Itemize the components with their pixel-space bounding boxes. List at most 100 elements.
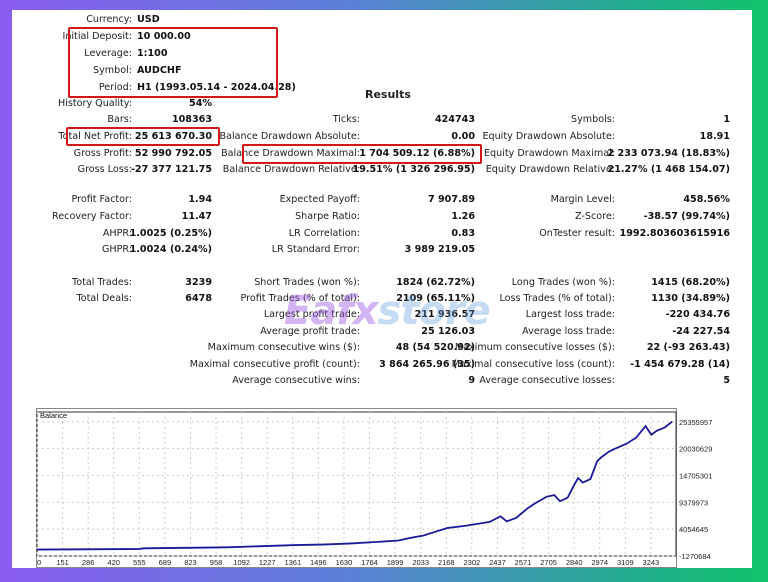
stat-value: 18.91 [699,131,730,142]
stat-label: Equity Drawdown Maximal: [483,148,615,159]
stat-value: H1 (1993.05.14 - 2024.04.28) [137,82,296,93]
x-tick-label: 286 [82,558,95,567]
stat-label: Balance Drawdown Relative: [222,164,360,175]
y-tick-label: -1270684 [679,552,711,561]
stat-label: Leverage: [84,48,132,59]
stat-label: LR Correlation: [288,228,360,239]
stat-label: History Quality: [58,98,132,109]
stat-value: 0.00 [451,131,475,142]
stat-label: Currency: [86,14,132,25]
x-tick-label: 3243 [643,558,660,567]
x-tick-label: 2033 [412,558,429,567]
stat-label: Average consecutive wins: [232,375,360,386]
stat-value: 3239 [185,277,212,288]
stat-value: -27 377 121.75 [130,164,212,175]
stat-label: Balance Drawdown Maximal: [221,148,360,159]
stat-value: 424743 [434,114,475,125]
stat-label: Short Trades (won %): [254,277,360,288]
stat-label: Largest loss trade: [525,309,615,320]
stat-label: Total Deals: [76,293,132,304]
x-tick-label: 151 [56,558,69,567]
stat-label: Z-Score: [575,211,615,222]
chart-title: Balance [40,411,67,420]
stat-value: 25 613 670.30 [134,131,212,142]
stat-label: Maximal consecutive profit (count): [189,359,360,370]
stat-value: 1 704 509.12 (6.88%) [359,148,475,159]
stat-value: 1.0025 (0.25%) [129,228,212,239]
stat-label: Maximal consecutive loss (count): [451,359,615,370]
stat-label: Gross Profit: [73,148,132,159]
balance-line [36,420,673,551]
stat-value: 11.47 [181,211,212,222]
stat-label: Long Trades (won %): [511,277,615,288]
stat-value: 1.94 [188,194,212,205]
x-tick-label: 0 [37,558,41,567]
highlight-box-settings [68,27,278,98]
stat-value: -220 434.76 [665,309,730,320]
stat-label: Gross Loss: [77,164,132,175]
stat-label: Loss Trades (% of total): [499,293,615,304]
x-tick-label: 2840 [566,558,583,567]
x-tick-label: 1899 [387,558,404,567]
stat-label: LR Standard Error: [271,244,360,255]
x-tick-label: 1764 [361,558,378,567]
stat-value: 5 [723,375,730,386]
x-tick-label: 1630 [336,558,353,567]
stat-label: Average consecutive losses: [479,375,615,386]
stat-label: Period: [98,82,132,93]
x-tick-label: 1496 [310,558,327,567]
stat-label: AHPR: [102,228,132,239]
x-tick-label: 2302 [463,558,480,567]
stat-label: Total Trades: [72,277,132,288]
stat-value: 2109 (65.11%) [396,293,475,304]
stat-value: 108363 [171,114,212,125]
stat-value: 9 [468,375,475,386]
stat-value: 54% [189,98,212,109]
x-tick-label: 555 [133,558,146,567]
stat-value: 2 233 073.94 (18.83%) [607,148,730,159]
chart-frame [36,408,677,568]
x-tick-label: 2705 [540,558,557,567]
stat-value: 1:100 [137,48,168,59]
stat-value: -38.57 (99.74%) [643,211,730,222]
stat-label: Profit Trades (% of total): [240,293,360,304]
stat-label: Symbols: [571,114,615,125]
stat-value: 211 936.57 [414,309,475,320]
stat-value: 19.51% (1 326 296.95) [352,164,475,175]
stat-value: 3 864 265.96 (35) [379,359,475,370]
stat-label: Bars: [107,114,132,125]
x-tick-label: 3109 [617,558,634,567]
stat-value: 1.0024 (0.24%) [129,244,212,255]
x-tick-label: 2168 [438,558,455,567]
stat-value: 1824 (62.72%) [396,277,475,288]
y-tick-label: 20030629 [679,445,712,454]
stat-value: 22 (-93 263.43) [646,342,730,353]
stat-label: Profit Factor: [71,194,132,205]
stat-value: 10 000.00 [137,31,191,42]
y-tick-label: 4054645 [679,525,708,534]
stat-value: -1 454 679.28 (14) [630,359,730,370]
y-tick-label: 9379973 [679,498,708,507]
stat-label: Equity Drawdown Absolute: [482,131,615,142]
stat-value: 3 989 219.05 [404,244,475,255]
y-tick-label: 14705301 [679,471,712,480]
stat-value: 1992.803603615916 [619,228,730,239]
stat-value: 48 (54 520.92) [395,342,475,353]
stat-value: 1.26 [451,211,475,222]
stat-label: Average loss trade: [522,326,615,337]
stat-value: 7 907.89 [427,194,475,205]
stat-label: Balance Drawdown Absolute: [219,131,360,142]
x-tick-label: 2974 [591,558,608,567]
highlight-box-balance-drawdown [242,144,482,164]
stat-value: AUDCHF [137,65,182,76]
stat-label: Sharpe Ratio: [295,211,360,222]
stat-value: 52 990 792.05 [134,148,212,159]
x-tick-label: 2437 [489,558,506,567]
highlight-box-net-profit [66,127,220,146]
stat-label: Maximum consecutive losses ($): [454,342,615,353]
stat-value: 1415 (68.20%) [651,277,730,288]
stat-label: OnTester result: [539,228,615,239]
x-tick-label: 1361 [284,558,301,567]
stat-value: 0.83 [451,228,475,239]
stat-value: 21.27% (1 468 154.07) [607,164,730,175]
